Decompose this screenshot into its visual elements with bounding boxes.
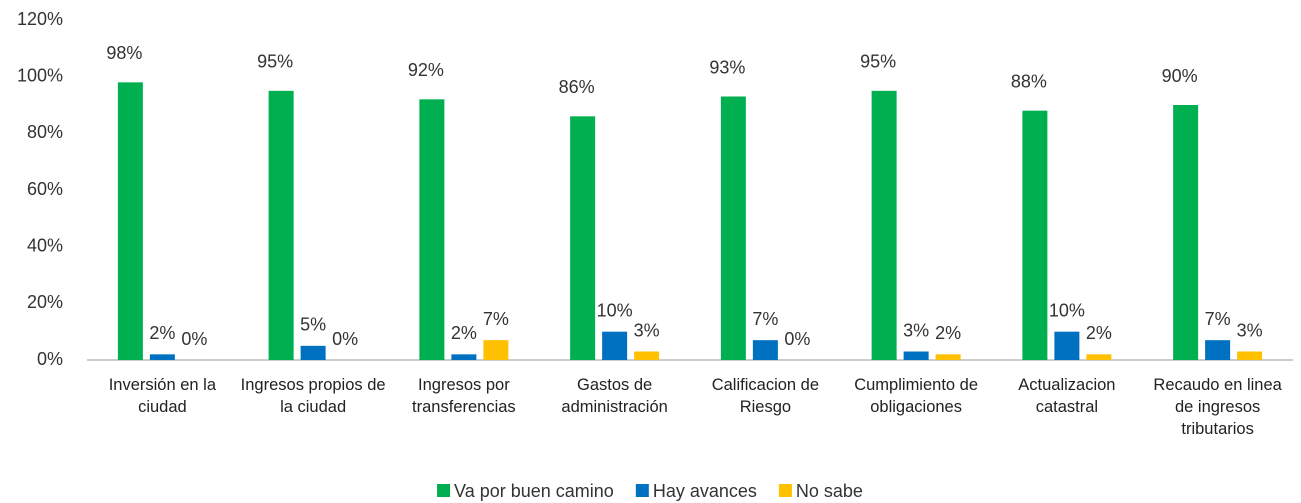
- y-tick-label: 60%: [27, 179, 63, 199]
- y-tick-label: 120%: [17, 9, 63, 29]
- y-tick-label: 20%: [27, 292, 63, 312]
- data-label: 10%: [1049, 300, 1085, 320]
- bar: [483, 340, 509, 360]
- x-tick-label: Cumplimiento de obligaciones: [854, 376, 979, 416]
- data-label: 7%: [1205, 309, 1231, 329]
- bar: [117, 82, 143, 360]
- data-label: 0%: [332, 329, 358, 349]
- bar: [268, 90, 294, 360]
- data-label: 3%: [634, 320, 660, 340]
- data-label: 2%: [935, 323, 961, 343]
- bar: [419, 99, 445, 360]
- y-tick-label: 80%: [27, 122, 63, 142]
- data-label: 95%: [860, 52, 896, 72]
- data-label: 2%: [149, 323, 175, 343]
- legend-label: Hay avances: [653, 481, 757, 501]
- bar: [634, 351, 660, 360]
- legend-swatch: [635, 484, 649, 497]
- bar: [935, 354, 961, 360]
- bar: [149, 354, 175, 360]
- bar: [1054, 331, 1080, 360]
- data-label: 95%: [257, 52, 293, 72]
- data-label: 3%: [1237, 320, 1263, 340]
- bar: [752, 340, 778, 360]
- x-tick-label: Gastos de administración: [561, 376, 668, 416]
- data-label: 86%: [559, 77, 595, 97]
- bar: [903, 351, 929, 360]
- bar: [1237, 351, 1263, 360]
- bar: [1205, 340, 1231, 360]
- bar: [1022, 110, 1048, 361]
- data-label: 7%: [483, 309, 509, 329]
- data-label: 98%: [106, 43, 142, 63]
- data-label: 0%: [784, 329, 810, 349]
- legend-label: No sabe: [796, 481, 863, 501]
- bar: [451, 354, 477, 360]
- data-label: 0%: [181, 329, 207, 349]
- x-tick-label: Ingresos por transferencias: [412, 376, 516, 416]
- data-label: 92%: [408, 60, 444, 80]
- bar: [871, 90, 897, 360]
- x-tick-label: Recaudo en linea de ingresos tributarios: [1153, 376, 1282, 438]
- bar: [300, 345, 326, 360]
- legend-label: Va por buen camino: [454, 481, 614, 501]
- data-label: 2%: [451, 323, 477, 343]
- data-label: 7%: [752, 309, 778, 329]
- bar: [570, 116, 596, 360]
- x-tick-label: Actualizacion catastral: [1018, 376, 1116, 416]
- bar: [602, 331, 628, 360]
- data-label: 90%: [1162, 66, 1198, 86]
- bar: [1086, 354, 1112, 360]
- x-tick-label: Calificacion de Riesgo: [711, 376, 820, 416]
- legend-swatch: [437, 484, 451, 497]
- x-tick-label: Inversión en la ciudad: [108, 376, 217, 416]
- bar: [1173, 105, 1199, 360]
- data-label: 2%: [1086, 323, 1112, 343]
- legend-swatch: [778, 484, 792, 497]
- data-label: 5%: [300, 315, 326, 335]
- x-tick-label: Ingresos propios de la ciudad: [240, 376, 386, 416]
- data-label: 10%: [597, 300, 633, 320]
- bar: [720, 96, 746, 360]
- y-tick-label: 100%: [17, 65, 63, 85]
- data-label: 3%: [903, 320, 929, 340]
- y-tick-label: 0%: [37, 349, 63, 369]
- y-tick-label: 40%: [27, 235, 63, 255]
- data-label: 88%: [1011, 71, 1047, 91]
- data-label: 93%: [709, 57, 745, 77]
